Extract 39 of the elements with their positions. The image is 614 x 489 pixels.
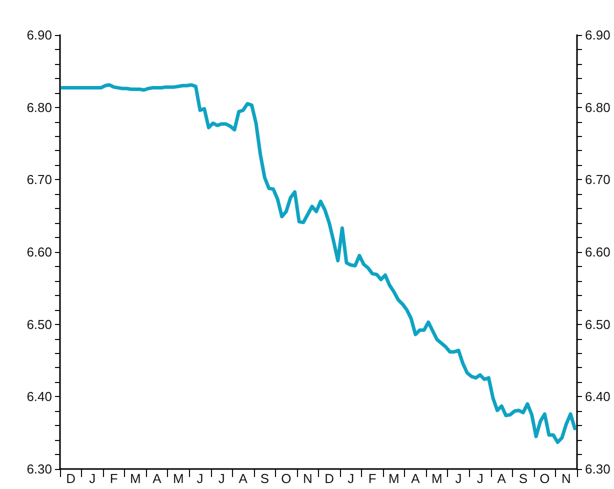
x-tick-label: J xyxy=(348,471,354,486)
y2-tick-label: 6.40 xyxy=(585,389,610,404)
y2-tick-label: 6.80 xyxy=(585,100,610,115)
y2-tick-label: 6.50 xyxy=(585,316,610,332)
y2-tick-label: 6.90 xyxy=(585,28,610,42)
x-tick-label: O xyxy=(540,471,550,486)
x-tick-label: N xyxy=(562,471,571,486)
x-tick-label: A xyxy=(152,471,162,486)
x-tick-label: D xyxy=(66,471,76,486)
x-tick-label: M xyxy=(130,471,141,486)
line-series xyxy=(60,83,577,444)
x-tick-label: S xyxy=(518,471,528,486)
x-tick-label: D xyxy=(324,471,334,486)
y-tick-label: 6.90 xyxy=(26,28,52,42)
y-tick-label: 6.70 xyxy=(26,172,52,188)
y2-tick-label: 6.30 xyxy=(585,462,610,476)
x-tick-label: J xyxy=(89,471,96,486)
x-tick-label: J xyxy=(455,471,462,486)
x-tick-label: A xyxy=(497,471,506,486)
x-tick-label: J xyxy=(196,471,204,486)
y-tick-label: 6.60 xyxy=(26,244,52,260)
x-tick-label: N xyxy=(303,471,312,486)
x-tick-label: M xyxy=(388,471,400,486)
x-tick-label: J xyxy=(218,471,225,486)
x-tick-label: A xyxy=(238,471,248,486)
x-tick-label: O xyxy=(281,471,292,486)
y2-tick-label: 6.60 xyxy=(585,244,610,260)
y-tick-label: 6.30 xyxy=(26,462,52,476)
x-tick-label: J xyxy=(476,471,484,486)
x-tick-label: F xyxy=(110,471,118,486)
x-tick-label: M xyxy=(432,471,442,486)
x-tick-label: S xyxy=(260,471,270,486)
x-tick-label: A xyxy=(411,471,420,486)
y2-tick-label: 6.70 xyxy=(585,172,610,188)
y-tick-label: 6.50 xyxy=(26,316,52,332)
y-tick-label: 6.80 xyxy=(26,100,52,115)
x-tick-label: M xyxy=(173,471,184,486)
y-tick-label: 6.40 xyxy=(26,389,52,404)
x-tick-label: F xyxy=(368,471,376,486)
